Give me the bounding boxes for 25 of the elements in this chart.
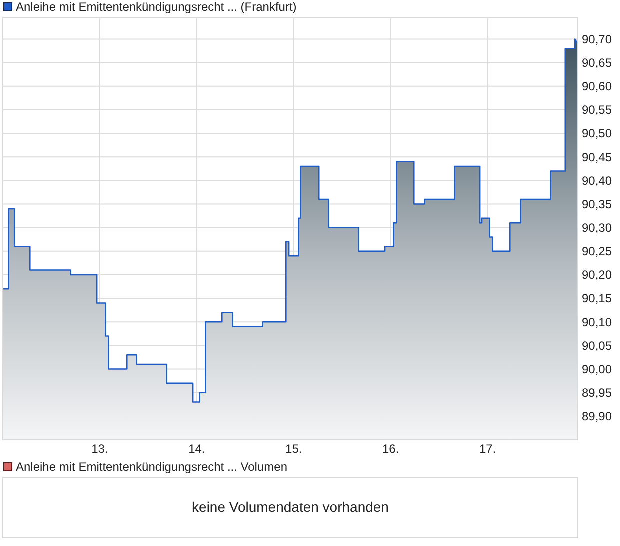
text: Anleihe mit Emittentenkündigungsrecht ... Volumen [16,460,288,474]
y-tick-label: 90,65 [582,56,612,70]
y-tick-label: 90,35 [582,197,612,212]
y-tick-label: 90,00 [582,362,612,376]
x-tick-label: 16. [382,442,400,456]
y-tick-label: 90,70 [582,32,612,46]
y-tick-label: 90,20 [582,268,612,282]
legend-label: Anleihe mit Emittentenkündigungsrecht ... (Frankfurt) [16,0,297,14]
x-tick-label: 15. [286,442,302,456]
y-tick-label: 90,60 [582,80,612,94]
y-tick-label: 90,45 [582,150,612,164]
y-tick-label: 90,40 [582,174,612,188]
y-tick-label: 90,05 [582,338,612,353]
y-tick-label: 90,55 [582,103,612,118]
x-tick-label: 14. [188,442,206,456]
y-tick-label: 90,15 [582,292,612,306]
y-tick-label: 90,30 [582,221,612,236]
y-tick-label: 90,25 [582,244,612,259]
y-tick-label: 90,10 [582,315,612,330]
x-tick-label: 13. [92,442,108,456]
text: keine Volumendaten vorhanden [192,499,389,515]
y-tick-label: 89,95 [582,386,612,400]
y-tick-label: 89,90 [582,410,612,424]
y-tick-label: 90,50 [582,126,612,141]
x-tick-label: 17. [479,442,496,456]
